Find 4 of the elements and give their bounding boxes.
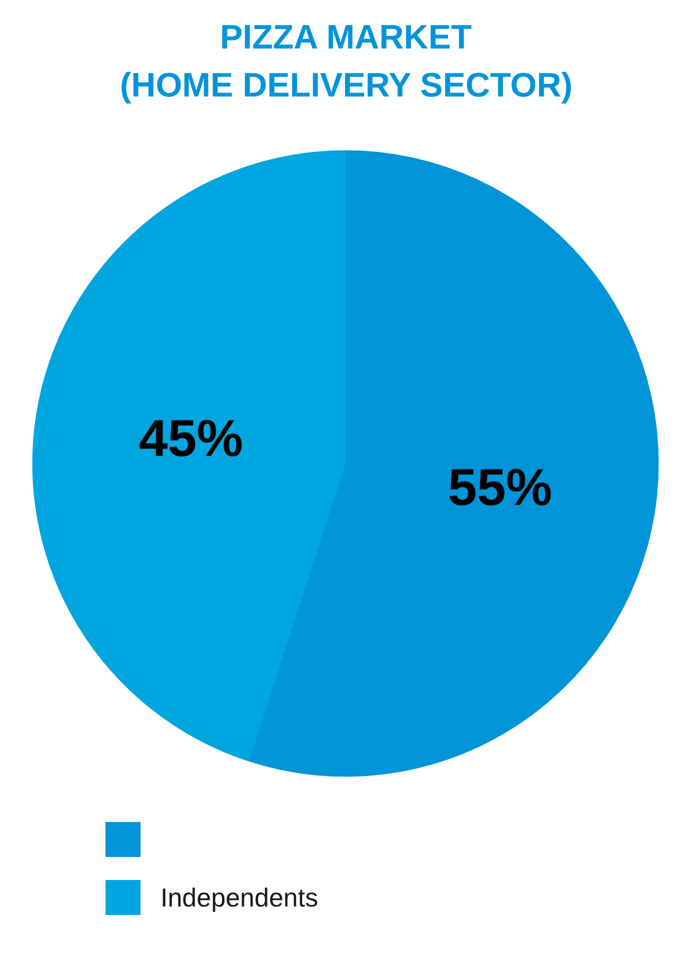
data-label: 45% <box>138 410 243 468</box>
chart-title: PIZZA MARKET (HOME DELIVERY SECTOR) <box>120 18 573 104</box>
data-label: 55% <box>448 458 552 517</box>
legend-label: Independents <box>160 882 318 912</box>
